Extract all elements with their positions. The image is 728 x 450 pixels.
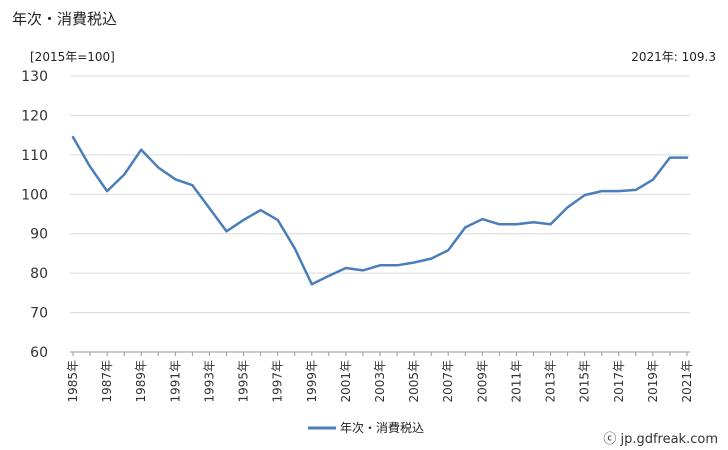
x-tick-label: 2007年: [441, 360, 455, 403]
x-tick-label: 1997年: [271, 360, 285, 403]
legend-label: 年次・消費税込: [340, 420, 424, 435]
series-line: [71, 135, 689, 286]
x-axis: 1985年 1987年 1989年 1991年 1993年 1995年 1997年 1999年…: [66, 351, 694, 403]
x-tick-label: 2019年: [646, 360, 660, 403]
x-tick-label: 2009年: [475, 360, 489, 403]
y-tick-label: 130: [21, 69, 48, 85]
x-tick-label: 2021年: [680, 360, 694, 403]
x-tick-label: 1999年: [305, 360, 319, 403]
x-tick-label: 2013年: [544, 360, 558, 403]
x-tick-label: 2001年: [339, 360, 353, 403]
x-tick-label: 1991年: [168, 360, 182, 403]
gridlines: [70, 75, 690, 353]
chart-title: 年次・消費税込: [12, 10, 118, 28]
y-axis-unit: [2015年=100]: [30, 50, 115, 64]
x-tick-label: 1987年: [100, 360, 114, 403]
series-layer: [71, 135, 689, 286]
x-tick-label: 1985年: [66, 360, 80, 403]
x-tick-label: 1995年: [237, 360, 251, 403]
x-tick-label: 2017年: [612, 360, 626, 403]
source-credit[interactable]: ⓒ jp.gdfreak.com: [603, 432, 718, 447]
y-tick-label: 110: [21, 148, 48, 164]
x-tick-label: 1989年: [134, 360, 148, 403]
x-tick-label: 2005年: [407, 360, 421, 403]
y-tick-label: 120: [21, 108, 48, 124]
y-tick-label: 80: [30, 266, 48, 282]
latest-value: 2021年: 109.3: [631, 50, 716, 64]
y-tick-label: 60: [30, 345, 48, 361]
y-tick-label: 70: [30, 306, 48, 322]
x-tick-label: 2011年: [509, 360, 523, 403]
legend: 年次・消費税込: [308, 420, 424, 435]
x-tick-label: 1993年: [202, 360, 216, 403]
x-tick-label: 2003年: [373, 360, 387, 403]
x-tick-label: 2015年: [578, 360, 592, 403]
y-tick-label: 100: [21, 187, 48, 203]
y-axis-ticks: 60 70 80 90 100 110 120 130: [21, 69, 48, 361]
y-tick-label: 90: [30, 227, 48, 243]
